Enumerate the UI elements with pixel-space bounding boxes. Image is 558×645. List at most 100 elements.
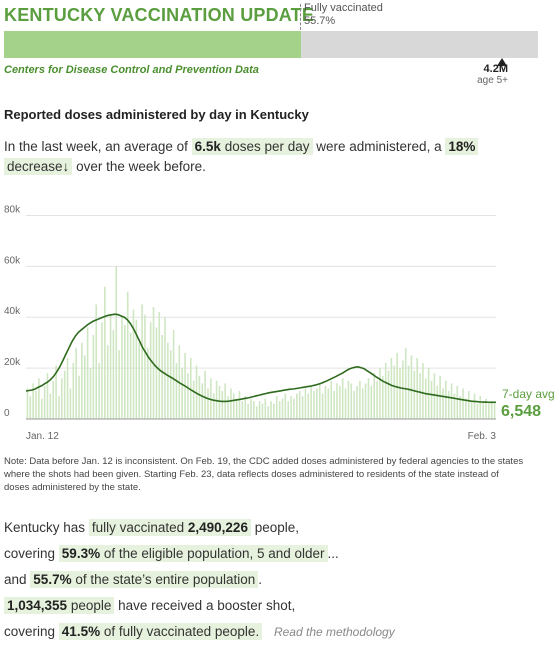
daily-doses-bar xyxy=(473,393,476,419)
daily-doses-bar xyxy=(204,370,206,419)
daily-doses-bar xyxy=(470,401,473,419)
y-tick-label: 80k xyxy=(4,204,21,215)
daily-doses-bar xyxy=(347,380,350,419)
daily-doses-bar xyxy=(69,388,72,419)
stats-text: of the eligible population, 5 and older xyxy=(103,546,325,561)
summary-text-3: over the week before. xyxy=(76,159,206,174)
daily-doses-bar xyxy=(147,347,149,419)
daily-doses-bar xyxy=(164,317,166,419)
fully-vaccinated-count: 2,490,226 xyxy=(187,520,248,535)
daily-doses-bar xyxy=(476,403,479,419)
chart-heading: Reported doses administered by day in Ke… xyxy=(4,107,309,122)
daily-doses-bar xyxy=(298,391,301,419)
x-tick-end: Feb. 3 xyxy=(468,431,497,442)
daily-doses-bar xyxy=(488,403,490,419)
daily-doses-bar xyxy=(144,314,146,419)
daily-doses-bar xyxy=(230,388,232,419)
daily-doses-bar xyxy=(424,378,427,419)
daily-doses-bar xyxy=(270,401,272,419)
daily-doses-bar xyxy=(118,350,120,419)
stats-text: ... xyxy=(327,546,339,561)
stats-text: . xyxy=(258,572,262,587)
population-percent: 55.7% xyxy=(33,572,72,587)
daily-doses-bar xyxy=(339,385,341,419)
daily-doses-bar xyxy=(126,291,129,419)
daily-doses-bar xyxy=(58,396,60,419)
daily-doses-bar xyxy=(189,357,192,419)
daily-doses-bar xyxy=(61,378,63,419)
daily-doses-bar xyxy=(445,380,447,419)
summary-text-1: In the last week, an average of xyxy=(4,139,188,154)
daily-doses-bar xyxy=(63,370,66,419)
daily-doses-bar xyxy=(465,398,467,419)
daily-doses-bar xyxy=(353,391,355,419)
daily-doses-bar xyxy=(367,378,370,419)
doses-chart: 80k 60k 40k 20k 0 Jan. 12 Feb. 3 7-day avg 6… xyxy=(4,204,555,442)
daily-doses-bar xyxy=(359,380,361,419)
weekly-summary: In the last week, an average of 6.5k dos… xyxy=(4,137,544,177)
fully-vaccinated-label-text: Fully vaccinated xyxy=(304,2,383,14)
daily-doses-bar xyxy=(390,357,393,419)
eligible-percent-highlight: 59.3% of the eligible population, 5 and … xyxy=(58,545,328,562)
daily-doses-bar xyxy=(490,401,493,419)
daily-doses-bar xyxy=(419,373,421,419)
daily-doses-bar xyxy=(101,322,103,419)
daily-doses-bar xyxy=(66,357,69,419)
daily-doses-bar xyxy=(207,388,209,419)
daily-doses-bar xyxy=(40,398,43,419)
daily-doses-bar xyxy=(167,342,169,419)
data-source: Centers for Disease Control and Preventi… xyxy=(4,64,259,76)
daily-doses-bar xyxy=(89,368,92,419)
daily-doses-bar xyxy=(493,403,496,419)
vaccination-progress-bar xyxy=(4,31,538,58)
eligible-percent: 59.3% xyxy=(61,546,101,561)
daily-doses-bar xyxy=(284,393,287,419)
daily-doses-bar xyxy=(244,396,247,419)
daily-doses-bar xyxy=(198,375,201,419)
daily-doses-bar xyxy=(109,314,112,419)
daily-doses-bar xyxy=(172,329,175,419)
daily-doses-bar xyxy=(81,342,83,419)
daily-doses-bar xyxy=(26,388,29,419)
daily-doses-bar xyxy=(264,398,267,419)
daily-doses-bar xyxy=(278,401,281,419)
fully-vaccinated-percent: 55.7% xyxy=(304,15,336,27)
daily-doses-bar xyxy=(313,391,315,419)
seven-day-avg-value: 6,548 xyxy=(501,403,541,420)
daily-doses-bar xyxy=(456,385,459,419)
y-tick-label: 20k xyxy=(4,357,21,368)
daily-doses-bar xyxy=(350,383,353,419)
daily-doses-bar xyxy=(376,380,378,419)
daily-doses-bar xyxy=(364,383,367,419)
daily-doses-bar xyxy=(92,335,95,419)
daily-doses-bar xyxy=(479,396,482,419)
daily-doses-bar xyxy=(433,373,436,419)
stats-text: have received a booster shot, xyxy=(118,598,296,613)
daily-doses-bar xyxy=(135,319,138,419)
methodology-link[interactable]: Read the methodology xyxy=(273,625,395,639)
summary-text-2: were administered, a xyxy=(316,139,442,154)
daily-doses-bar xyxy=(175,363,178,419)
daily-doses-bar xyxy=(450,383,453,419)
daily-doses-bar xyxy=(301,396,304,419)
daily-doses-bar xyxy=(384,363,387,419)
daily-doses-bar xyxy=(253,401,255,419)
daily-doses-bar xyxy=(227,396,229,419)
stats-line-4: 1,034,355 people have received a booster… xyxy=(4,593,544,619)
fully-vaccinated-marker xyxy=(300,4,301,30)
daily-doses-bar xyxy=(158,312,161,419)
daily-doses-bar xyxy=(318,383,321,419)
stats-text: people, xyxy=(254,520,300,535)
daily-doses-bar xyxy=(132,309,135,419)
booster-percent-highlight: 41.5% of fully vaccinated people. xyxy=(58,623,263,640)
daily-doses-bar xyxy=(43,385,46,419)
daily-doses-bar xyxy=(410,355,413,419)
stats-text: of fully vaccinated people. xyxy=(103,624,260,639)
daily-doses-bar xyxy=(356,385,358,419)
daily-doses-bar xyxy=(321,393,324,419)
daily-doses-bar xyxy=(399,368,401,419)
daily-doses-bar xyxy=(86,327,89,419)
daily-doses-bar xyxy=(436,385,439,419)
average-doses-highlight: 6.5k doses per day xyxy=(191,138,313,155)
daily-doses-bar xyxy=(106,345,109,419)
